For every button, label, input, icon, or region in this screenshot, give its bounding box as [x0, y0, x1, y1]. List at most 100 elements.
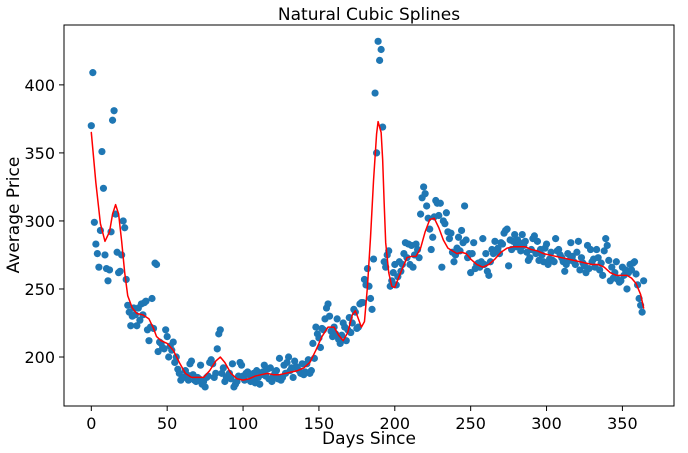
scatter-point	[377, 45, 385, 54]
scatter-point	[98, 147, 106, 156]
axes: 0 50 100 150 200 250 300 350 200 250 300 350 400	[24, 24, 675, 433]
y-tick-label: 350	[24, 144, 55, 163]
scatter-point	[92, 240, 100, 248]
scatter-point	[503, 225, 511, 233]
scatter-point	[268, 377, 276, 386]
scatter-point	[585, 264, 593, 273]
scatter-point	[599, 271, 607, 279]
scatter-point	[165, 353, 173, 361]
scatter-point	[289, 373, 297, 382]
scatter-point	[101, 251, 109, 259]
scatter-point	[127, 322, 135, 330]
x-tick-label: 250	[455, 414, 486, 433]
scatter-point	[359, 298, 367, 307]
x-axis-title: Days Since	[322, 429, 416, 449]
scatter-point	[152, 260, 161, 269]
scatter-point	[333, 315, 341, 323]
scatter-point	[89, 69, 97, 77]
scatter-point	[184, 376, 193, 384]
scatter-point	[530, 232, 539, 240]
plot-frame	[63, 24, 675, 407]
scatter-point	[577, 254, 586, 262]
scatter-point	[212, 369, 220, 377]
scatter-point	[603, 241, 611, 250]
scatter-point	[145, 337, 153, 345]
scatter-point	[312, 323, 320, 331]
scatter-point	[372, 149, 381, 157]
scatter-point	[561, 267, 569, 275]
scatter-series	[87, 37, 648, 391]
scatter-point	[415, 254, 423, 262]
scatter-point	[435, 211, 443, 220]
x-tick-label: 300	[531, 414, 562, 433]
scatter-point	[457, 226, 466, 235]
scatter-point	[612, 258, 620, 266]
scatter-point	[104, 277, 112, 285]
scatter-point	[368, 305, 376, 313]
scatter-point	[162, 326, 170, 334]
scatter-point	[325, 312, 334, 320]
scatter-point	[450, 258, 458, 266]
scatter-point	[275, 354, 284, 362]
scatter-point	[369, 255, 378, 263]
scatter-point	[441, 220, 449, 228]
scatter-point	[366, 294, 375, 303]
scatter-point	[163, 333, 171, 341]
y-tick-label: 300	[24, 212, 55, 231]
scatter-point	[409, 263, 417, 271]
chart-title: Natural Cubic Splines	[278, 5, 460, 25]
scatter-point	[567, 239, 575, 247]
scatter-point	[266, 364, 274, 372]
scatter-point	[482, 250, 490, 258]
scatter-point	[213, 345, 221, 353]
scatter-point	[336, 339, 344, 348]
y-axis-title: Average Price	[4, 157, 24, 274]
scatter-point	[228, 360, 237, 368]
scatter-point	[148, 294, 156, 303]
scatter-point	[429, 233, 437, 241]
scatter-point	[416, 210, 425, 218]
scatter-point	[169, 338, 177, 346]
scatter-point	[376, 56, 384, 64]
scatter-point	[108, 116, 117, 124]
scatter-point	[442, 209, 450, 217]
scatter-point	[424, 214, 432, 222]
scatter-point	[623, 285, 631, 293]
scatter-point	[638, 308, 646, 316]
scatter-point	[219, 364, 227, 372]
scatter-point	[374, 37, 382, 45]
scatter-point	[594, 254, 602, 262]
scatter-point	[133, 322, 141, 330]
scatter-point	[479, 235, 487, 243]
scatter-point	[90, 218, 98, 226]
scatter-point	[517, 247, 525, 255]
x-tick-label: 0	[86, 414, 96, 433]
scatter-point	[423, 202, 431, 210]
scatter-point	[574, 237, 583, 245]
x-tick-label: 50	[157, 414, 177, 433]
scatter-point	[371, 89, 379, 97]
scatter-point	[227, 375, 235, 383]
scatter-point	[237, 361, 246, 369]
scatter-point	[602, 235, 610, 243]
scatter-point	[571, 260, 579, 269]
scatter-point	[426, 225, 434, 233]
scatter-point	[93, 250, 101, 258]
scatter-point	[608, 263, 616, 271]
scatter-point	[640, 277, 648, 285]
scatter-point	[201, 383, 209, 391]
scatter-point	[518, 230, 526, 239]
plot-area	[87, 37, 648, 391]
scatter-point	[291, 357, 299, 365]
scatter-point	[485, 271, 493, 279]
scatter-point	[284, 353, 293, 361]
scatter-point	[256, 380, 264, 388]
scatter-point	[630, 258, 639, 266]
scatter-point	[196, 361, 205, 369]
scatter-point	[462, 236, 470, 244]
scatter-point	[632, 270, 640, 278]
scatter-point	[105, 266, 114, 274]
x-tick-label: 100	[228, 414, 259, 433]
scatter-point	[511, 230, 519, 239]
